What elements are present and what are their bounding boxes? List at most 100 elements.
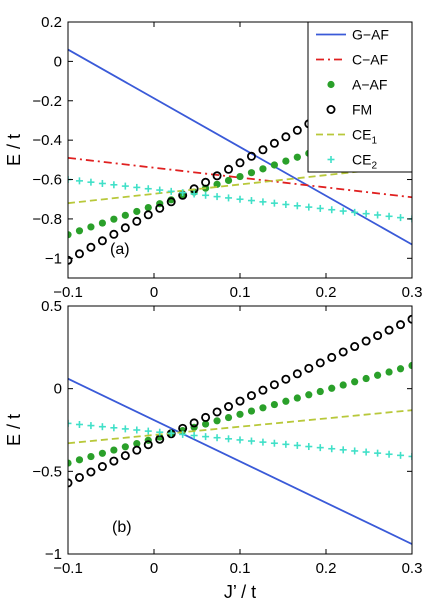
data-point bbox=[316, 387, 324, 396]
panel-label: (a) bbox=[110, 241, 130, 258]
data-point bbox=[144, 203, 152, 212]
data-point bbox=[74, 472, 84, 482]
data-point bbox=[190, 190, 198, 198]
data-point bbox=[328, 206, 336, 214]
data-point bbox=[247, 169, 256, 177]
data-point bbox=[339, 207, 347, 215]
legend-swatch bbox=[327, 156, 335, 163]
data-point bbox=[179, 189, 187, 197]
data-point bbox=[281, 374, 291, 384]
legend-swatch bbox=[327, 80, 335, 89]
data-point bbox=[212, 407, 222, 417]
series-ce1 bbox=[68, 409, 412, 445]
series-line-c-af bbox=[68, 156, 412, 199]
legend-label: CE1 bbox=[352, 127, 377, 147]
y-tick-label: 0.5 bbox=[41, 298, 62, 315]
data-point bbox=[202, 191, 210, 199]
data-point bbox=[282, 157, 290, 165]
x-tick-label: 0.3 bbox=[402, 284, 423, 301]
y-axis-label: E / t bbox=[4, 414, 24, 446]
data-point bbox=[270, 400, 278, 409]
data-point bbox=[224, 402, 234, 412]
legend-item-a-af: A−AF bbox=[327, 77, 387, 93]
data-point bbox=[361, 336, 371, 346]
data-point bbox=[374, 449, 382, 457]
data-point bbox=[97, 462, 107, 472]
data-point bbox=[351, 208, 359, 216]
series-ce2 bbox=[68, 419, 412, 460]
panel-label: (b) bbox=[112, 519, 132, 536]
data-point bbox=[316, 204, 324, 212]
data-point bbox=[110, 215, 118, 223]
data-point bbox=[132, 445, 142, 455]
data-point bbox=[212, 171, 222, 181]
legend-label: G−AF bbox=[352, 27, 389, 43]
data-point bbox=[247, 407, 256, 415]
data-point bbox=[75, 456, 84, 464]
y-tick-label: 0 bbox=[54, 381, 62, 398]
data-point bbox=[225, 194, 233, 202]
y-axis-label: E / t bbox=[4, 134, 24, 166]
series-line-ce1 bbox=[68, 409, 412, 445]
data-point bbox=[362, 448, 370, 456]
x-tick-label: 0.2 bbox=[316, 284, 337, 301]
data-point bbox=[316, 444, 324, 452]
data-point bbox=[373, 331, 383, 341]
data-point bbox=[408, 452, 412, 460]
data-point bbox=[259, 404, 267, 412]
data-point bbox=[385, 212, 393, 220]
data-point bbox=[86, 467, 96, 477]
data-point bbox=[292, 369, 302, 379]
data-point bbox=[236, 410, 244, 418]
data-point bbox=[304, 363, 314, 373]
series-a-af bbox=[68, 361, 412, 467]
data-point bbox=[202, 433, 210, 441]
data-point bbox=[269, 380, 279, 390]
data-point bbox=[120, 223, 130, 233]
data-point bbox=[247, 437, 255, 445]
y-tick-label: −0.2 bbox=[32, 93, 62, 110]
x-tick-label: 0 bbox=[150, 560, 158, 577]
data-point bbox=[213, 180, 221, 188]
data-point bbox=[201, 412, 211, 422]
x-tick-label: 0.1 bbox=[230, 284, 251, 301]
data-point bbox=[293, 394, 301, 402]
legend-item-ce2: CE2 bbox=[327, 152, 377, 172]
data-point bbox=[305, 203, 313, 211]
data-point bbox=[121, 182, 129, 190]
x-tick-label: 0.1 bbox=[230, 560, 251, 577]
legend-swatch bbox=[326, 105, 336, 115]
data-point bbox=[75, 420, 83, 428]
data-point bbox=[167, 429, 175, 437]
legend-item-fm: FM bbox=[326, 102, 372, 118]
data-point bbox=[109, 456, 119, 466]
data-point bbox=[155, 203, 165, 213]
data-point bbox=[339, 381, 347, 389]
data-point bbox=[397, 214, 405, 222]
data-point bbox=[224, 164, 234, 174]
x-axis-label: J’ / t bbox=[224, 582, 256, 602]
legend-label: A−AF bbox=[352, 77, 387, 93]
data-point bbox=[121, 443, 129, 451]
data-point bbox=[75, 177, 83, 185]
data-point bbox=[87, 223, 95, 231]
data-point bbox=[269, 138, 279, 148]
data-point bbox=[282, 440, 290, 448]
x-tick-label: 0.3 bbox=[402, 560, 423, 577]
data-point bbox=[270, 199, 278, 207]
data-point bbox=[68, 459, 72, 467]
data-point bbox=[328, 445, 336, 453]
y-tick-label: 0 bbox=[54, 53, 62, 70]
x-tick-label: 0.2 bbox=[316, 560, 337, 577]
data-point bbox=[75, 227, 84, 235]
data-point bbox=[156, 428, 164, 436]
data-point bbox=[74, 249, 84, 259]
data-point bbox=[350, 342, 360, 352]
data-point bbox=[408, 361, 412, 370]
data-point bbox=[293, 202, 301, 210]
data-point bbox=[351, 447, 359, 455]
data-point bbox=[133, 439, 141, 448]
data-point bbox=[87, 452, 95, 461]
data-point bbox=[156, 186, 164, 194]
data-point bbox=[133, 207, 141, 216]
